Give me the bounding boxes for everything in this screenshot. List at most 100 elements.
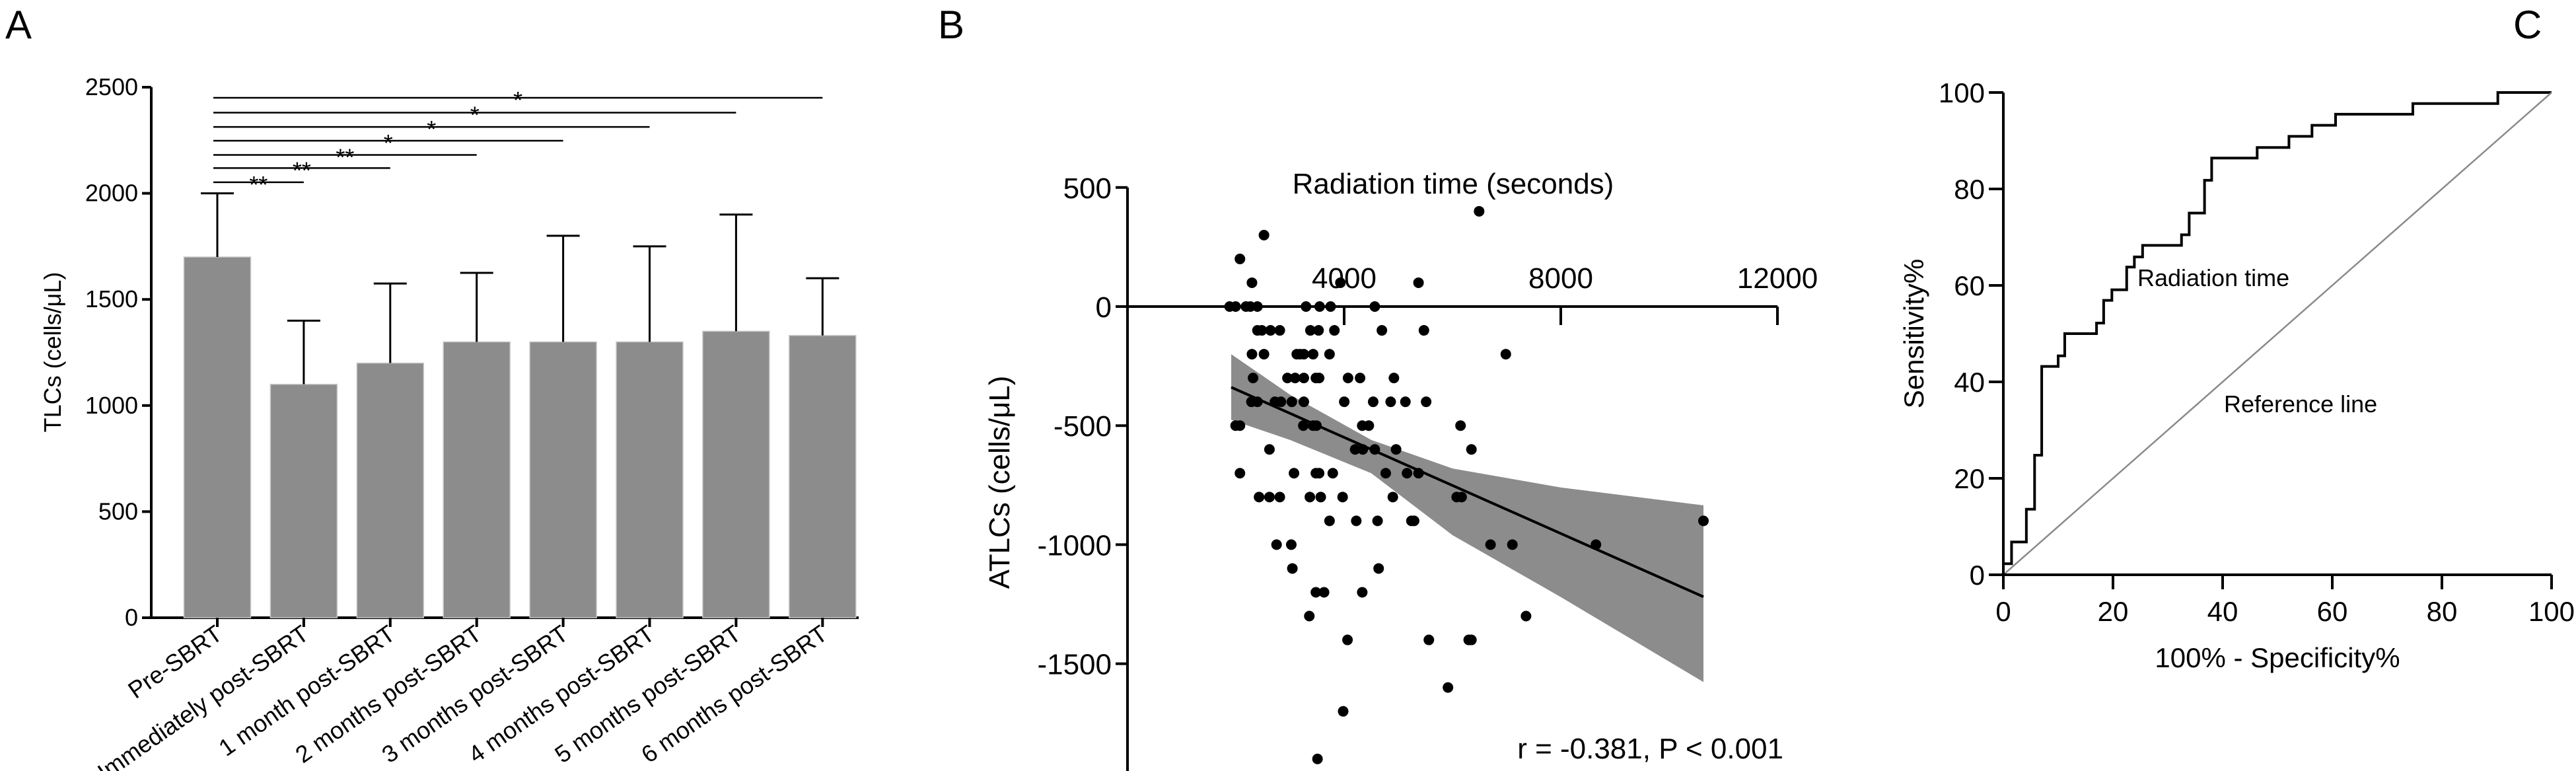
- significance-label: **: [249, 171, 268, 198]
- data-point: [1254, 492, 1265, 503]
- y-tick-label: 0: [1970, 560, 1985, 591]
- significance-label: *: [427, 116, 436, 143]
- data-point: [1234, 468, 1246, 479]
- data-point: [1325, 301, 1336, 312]
- bar: [356, 362, 425, 618]
- data-point: [1289, 468, 1300, 479]
- y-tick-label: 0: [1096, 291, 1112, 324]
- data-point: [1256, 325, 1268, 336]
- data-point: [1324, 515, 1335, 527]
- bar: [789, 335, 857, 618]
- data-point: [1698, 515, 1709, 527]
- data-point: [1474, 205, 1485, 217]
- y-axis-label: Sensitivity%: [1898, 259, 1929, 408]
- data-point: [1342, 634, 1353, 645]
- regression-line: [1231, 386, 1704, 599]
- bar: [616, 341, 684, 618]
- series-label-reference-line: Reference line: [2224, 390, 2377, 418]
- significance-label: *: [470, 102, 480, 129]
- y-tick-label: 20: [1954, 463, 1985, 494]
- bar: [443, 341, 511, 618]
- data-point: [1372, 515, 1383, 527]
- data-point: [1329, 325, 1340, 336]
- data-point: [1338, 706, 1349, 717]
- x-tick-label: 0: [1995, 596, 2011, 627]
- data-point: [1355, 373, 1366, 384]
- data-point: [1246, 349, 1258, 360]
- data-point: [1285, 539, 1297, 550]
- panel-label-b: B: [938, 3, 964, 47]
- data-point: [1298, 349, 1309, 360]
- x-tick-label: 20: [2098, 596, 2129, 627]
- data-point: [1234, 420, 1246, 431]
- data-point: [1443, 682, 1454, 693]
- data-point: [1313, 325, 1324, 336]
- roc-curve: [2002, 91, 2552, 575]
- data-point: [1349, 444, 1361, 455]
- data-point: [1304, 610, 1315, 622]
- data-point: [1289, 373, 1301, 384]
- data-point: [1390, 444, 1402, 455]
- x-axis-label: Radiation time (seconds): [1293, 168, 1614, 200]
- x-tick-label: 80: [2427, 596, 2458, 627]
- data-point: [1387, 492, 1398, 503]
- data-point: [1305, 492, 1316, 503]
- y-tick-label: 500: [98, 497, 138, 525]
- panel-label-c: C: [2513, 3, 2542, 47]
- data-point: [1234, 253, 1246, 264]
- data-point: [1324, 349, 1335, 360]
- data-point: [1351, 515, 1362, 527]
- data-point: [1413, 277, 1424, 288]
- data-point: [1402, 468, 1413, 479]
- y-tick-label: -1000: [1037, 529, 1112, 562]
- data-point: [1271, 539, 1282, 550]
- data-point: [1265, 325, 1276, 336]
- data-point: [1246, 277, 1258, 288]
- x-tick-label: 4000: [1312, 262, 1377, 295]
- data-point: [1308, 349, 1319, 360]
- x-tick-label: 12000: [1737, 262, 1818, 295]
- data-point: [1327, 468, 1338, 479]
- x-tick-label: 8000: [1528, 262, 1593, 295]
- data-point: [1264, 492, 1275, 503]
- confidence-band: [1231, 354, 1703, 682]
- data-point: [1315, 492, 1326, 503]
- data-point: [1310, 587, 1322, 598]
- data-point: [1274, 492, 1285, 503]
- data-point: [1466, 634, 1477, 645]
- bar: [183, 256, 252, 618]
- data-point: [1258, 349, 1270, 360]
- data-point: [1388, 373, 1400, 384]
- y-tick-label: 100: [1939, 77, 1985, 108]
- data-point: [1421, 396, 1432, 408]
- data-point: [1418, 325, 1429, 336]
- y-tick-label: 40: [1954, 367, 1985, 398]
- significance-label: **: [293, 157, 311, 184]
- x-axis-label: 100% - Specificity%: [2155, 642, 2400, 673]
- significance-label: **: [336, 143, 354, 170]
- data-point: [1274, 325, 1285, 336]
- data-point: [1298, 420, 1309, 431]
- correlation-annotation: r = -0.381, P < 0.001: [1517, 733, 1783, 765]
- y-tick-label: 0: [125, 604, 138, 631]
- data-point: [1264, 444, 1275, 455]
- bar: [702, 330, 770, 618]
- data-point: [1521, 610, 1532, 622]
- data-point: [1373, 563, 1384, 574]
- scatter-chart-atlcs: 500 0 -500 -1000 -1500 -2000 4000 8000 12000 Radi…: [984, 168, 1818, 771]
- y-tick-label: 2000: [85, 180, 138, 207]
- data-point: [1385, 396, 1396, 408]
- data-point: [1408, 515, 1419, 527]
- data-point: [1337, 492, 1348, 503]
- bar: [529, 341, 597, 618]
- y-axis-label: ATLCs (cells/μL): [984, 376, 1016, 589]
- y-tick-label: -1500: [1037, 649, 1112, 681]
- y-tick-label: 1500: [85, 285, 138, 312]
- data-point: [1314, 373, 1325, 384]
- data-point: [1456, 492, 1467, 503]
- y-tick-label: 80: [1954, 174, 1985, 205]
- data-point: [1252, 301, 1263, 312]
- y-tick-label: 1000: [85, 392, 138, 419]
